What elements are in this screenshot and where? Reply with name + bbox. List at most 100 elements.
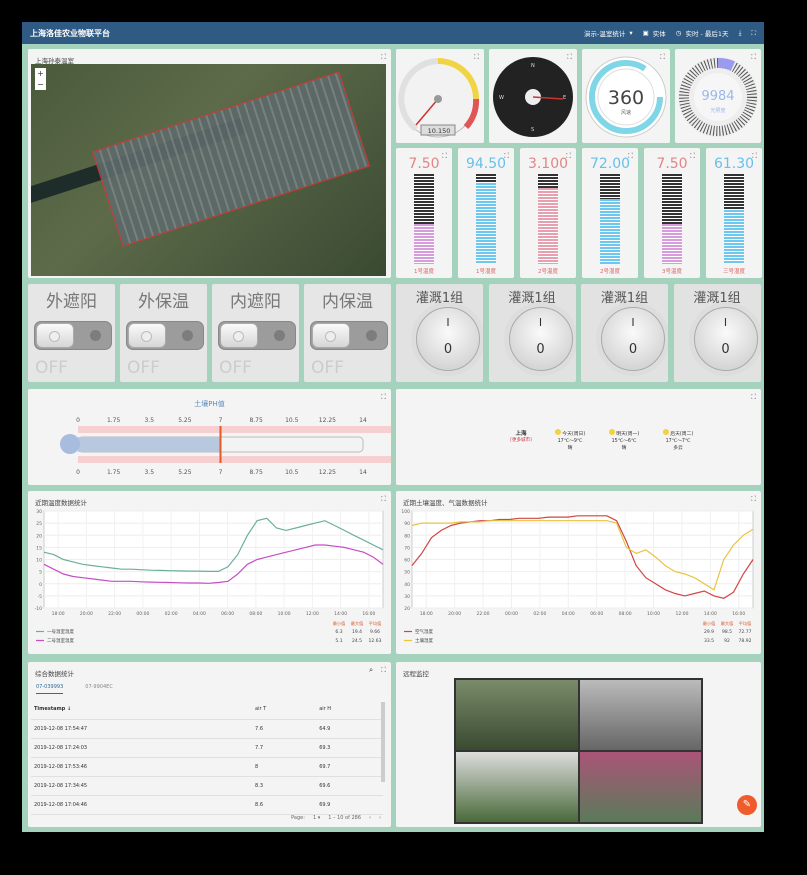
tab-1[interactable]: 07-039993 <box>36 684 64 694</box>
toggle-switch[interactable] <box>310 321 388 350</box>
bar-tube <box>538 174 558 264</box>
table-row[interactable]: 2019-12-08 17:54:47 7.6 64.9 <box>31 719 383 739</box>
fullscreen-icon[interactable]: ⛶ <box>751 53 756 61</box>
fullscreen-icon[interactable]: ⛶ <box>751 28 756 37</box>
stat-header: 平均值 <box>369 620 382 627</box>
camera-feed-2[interactable] <box>579 680 701 750</box>
zoom-in-button[interactable]: + <box>35 68 46 79</box>
fullscreen-icon[interactable]: ⛶ <box>381 393 386 401</box>
fullscreen-icon[interactable]: ⛶ <box>628 152 633 160</box>
bar-gauge-panel: ⛶ 3.100 2号温度 <box>520 148 576 278</box>
ph-tick-label-bottom: 7 <box>219 469 223 476</box>
bar-label: 2号湿度 <box>600 269 620 275</box>
bar-label: 1号温度 <box>414 269 434 275</box>
zoom-out-button[interactable]: − <box>35 79 46 90</box>
bar-gauge-panel: ⛶ 7.50 1号温度 <box>396 148 452 278</box>
table-cell: 7.7 <box>252 738 317 758</box>
stat-header: 最小值 <box>703 620 716 627</box>
pagination: Page: 1 ▾ 1 – 10 of 286 ‹ › <box>291 815 381 821</box>
toggle-switch[interactable] <box>34 321 112 350</box>
bar-fill <box>538 187 558 264</box>
tab-2[interactable]: 07-9904EC <box>85 684 113 690</box>
camera-feed-1[interactable] <box>456 680 578 750</box>
fullscreen-icon[interactable]: ⛶ <box>752 152 757 160</box>
fullscreen-icon[interactable]: ⛶ <box>442 152 447 160</box>
ph-tick-label-bottom: 1.75 <box>107 469 121 476</box>
temperature-line-chart: 30 25 20 15 10 5 0 -5 -10 18:00 20:00 22:00 00:00 02:… <box>35 509 384 644</box>
ph-fill <box>78 437 221 452</box>
stat-header: 最大值 <box>721 620 734 627</box>
table-cell: 2019-12-08 17:54:47 <box>31 719 253 739</box>
switch-state: OFF <box>127 358 160 378</box>
toggle-switch[interactable] <box>126 321 204 350</box>
video-panel: 远程监控 ✎ <box>396 662 761 827</box>
y-tick-label: 20 <box>404 606 410 612</box>
fullscreen-icon[interactable]: ⛶ <box>381 666 386 674</box>
download-icon[interactable]: ⤓ <box>738 28 742 37</box>
dashboard: 上海洛佳农业物联平台 演示-温室统计 ▾ ▣ 实体 ◷ 实时 - 最后1天 ⤓ ⛶ 上… <box>22 22 764 832</box>
x-tick-label: 12:00 <box>675 611 688 617</box>
ph-tick-label-top: 3.5 <box>144 417 154 424</box>
scrollbar[interactable] <box>381 702 385 782</box>
table-cell: 8.3 <box>252 776 317 796</box>
video-grid[interactable] <box>454 678 703 824</box>
weather-city: 上海 <box>515 431 527 437</box>
camera-feed-3[interactable] <box>456 752 578 822</box>
table-row[interactable]: 2019-12-08 17:53:46 8 69.7 <box>31 757 383 777</box>
fullscreen-icon[interactable]: ⛶ <box>474 53 479 61</box>
prev-page-icon[interactable]: ‹ <box>369 815 371 821</box>
fullscreen-icon[interactable]: ⛶ <box>751 393 756 401</box>
weather-day: 明天(周一) 15℃～6℃ 晴 <box>604 429 644 451</box>
y-tick-label: 40 <box>404 582 410 588</box>
bar-value: 7.50 <box>408 156 440 172</box>
ph-tick-label-top: 7 <box>219 417 223 424</box>
x-tick-label: 00:00 <box>505 611 518 617</box>
switch-panel: 外遮阳 OFF <box>28 284 115 382</box>
wind-speed-unit: 风速 <box>620 110 631 116</box>
y-tick-label: 100 <box>401 509 410 515</box>
camera-feed-4[interactable] <box>579 752 701 822</box>
fullscreen-icon[interactable]: ⛶ <box>690 152 695 160</box>
edit-button[interactable]: ✎ <box>737 795 757 815</box>
timewindow-button[interactable]: ◷ 实时 - 最后1天 <box>676 28 729 38</box>
page-select[interactable]: 1 ▾ <box>312 815 321 821</box>
col-air-h[interactable]: air H <box>316 700 383 720</box>
table-row[interactable]: 2019-12-08 17:24:03 7.7 69.3 <box>31 738 383 758</box>
fullscreen-icon[interactable]: ⛶ <box>660 53 665 61</box>
fullscreen-icon[interactable]: ⛶ <box>751 495 756 503</box>
bar-value: 3.100 <box>527 156 569 172</box>
fullscreen-icon[interactable]: ⛶ <box>566 152 571 160</box>
satellite-map[interactable]: + − <box>31 64 386 276</box>
switch-panel: 外保温 OFF <box>120 284 207 382</box>
table-cell: 69.9 <box>316 795 383 815</box>
panel-title: 近期土壤温度、气温数据统计 <box>403 499 488 507</box>
tenant-select[interactable]: 演示-温室统计 ▾ <box>584 28 633 38</box>
table-row[interactable]: 2019-12-08 17:04:46 8.6 69.9 <box>31 795 383 815</box>
col-timestamp[interactable]: Timestamp ↓ <box>31 700 253 720</box>
fullscreen-icon[interactable]: ⛶ <box>504 152 509 160</box>
table-row[interactable]: 2019-12-08 17:34:45 8.3 69.6 <box>31 776 383 796</box>
bar-label: 3号温度 <box>662 269 682 275</box>
col-air-t[interactable]: air T <box>252 700 317 720</box>
bar-gauge-panel: ⛶ 72.00 2号湿度 <box>582 148 638 278</box>
fullscreen-icon[interactable]: ⛶ <box>567 53 572 61</box>
irrigation-label: 灌溉1组 <box>600 291 649 306</box>
bar-tube <box>414 174 434 264</box>
search-icon[interactable]: ⌕ <box>369 666 373 674</box>
table-cell: 69.6 <box>316 776 383 796</box>
weather-more-cities[interactable]: [更多城市] <box>510 438 532 443</box>
entity-button[interactable]: ▣ 实体 <box>643 28 666 38</box>
fullscreen-icon[interactable]: ⛶ <box>381 53 386 61</box>
next-page-icon[interactable]: › <box>379 815 381 821</box>
compass-n: N <box>531 63 535 69</box>
stat-value: 9.66 <box>370 629 380 635</box>
fullscreen-icon[interactable]: ⛶ <box>381 495 386 503</box>
toggle-switch[interactable] <box>218 321 296 350</box>
